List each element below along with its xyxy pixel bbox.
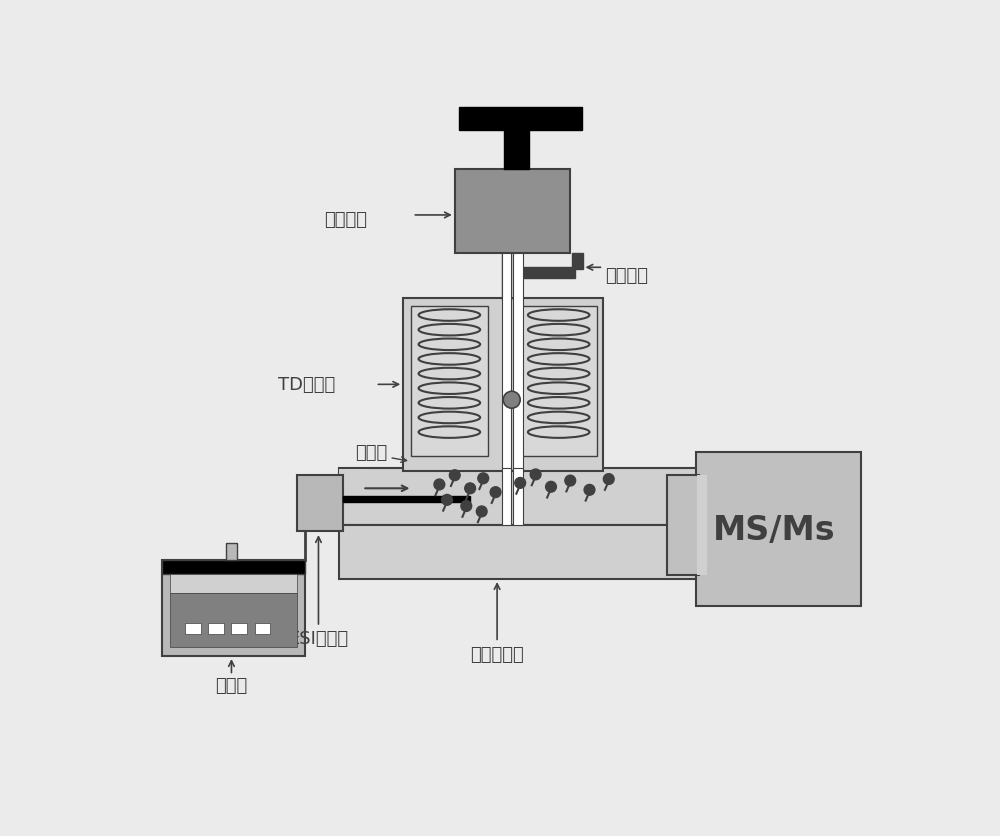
Bar [455, 170, 570, 254]
Bar [226, 543, 237, 560]
Circle shape [476, 507, 487, 517]
Circle shape [530, 470, 541, 480]
Bar [255, 624, 270, 634]
Bar [339, 470, 366, 497]
Circle shape [490, 487, 501, 498]
Bar [502, 468, 511, 526]
Bar [162, 560, 305, 574]
Bar [339, 468, 697, 526]
Bar [513, 254, 521, 300]
Circle shape [584, 485, 595, 496]
Bar [696, 452, 861, 606]
Bar [513, 468, 523, 526]
Text: 玻璃管: 玻璃管 [355, 444, 387, 461]
Circle shape [442, 495, 452, 506]
Bar [343, 497, 470, 502]
Bar [411, 307, 488, 456]
Circle shape [515, 478, 526, 489]
Circle shape [461, 501, 472, 512]
Circle shape [465, 483, 476, 494]
Bar [513, 254, 523, 472]
Bar [459, 108, 582, 131]
Circle shape [603, 474, 614, 485]
Circle shape [478, 473, 489, 484]
Circle shape [434, 480, 445, 490]
Circle shape [546, 482, 556, 492]
Bar [297, 476, 343, 531]
Text: ESI毛细管: ESI毛细管 [288, 630, 349, 648]
Bar [162, 560, 305, 656]
Bar [403, 298, 603, 472]
Bar [231, 624, 247, 634]
Bar [502, 254, 511, 472]
Text: 注射泵: 注射泵 [215, 675, 248, 694]
Text: TD离子源: TD离子源 [278, 376, 335, 394]
Bar [170, 574, 297, 594]
Text: 解吸气体: 解吸气体 [605, 267, 648, 285]
Text: 带电分析物: 带电分析物 [470, 645, 524, 663]
Bar [697, 476, 707, 576]
Bar [572, 254, 583, 269]
Bar [504, 131, 529, 170]
Bar [666, 476, 699, 576]
Bar [520, 307, 597, 456]
Bar [521, 268, 575, 278]
Circle shape [503, 392, 520, 409]
Bar [208, 624, 224, 634]
Bar [170, 594, 297, 647]
Text: 取样探针: 取样探针 [324, 211, 367, 228]
Text: MS/Ms: MS/Ms [713, 513, 836, 546]
Bar [339, 526, 697, 579]
Bar [185, 624, 201, 634]
Bar [502, 254, 510, 300]
Circle shape [449, 470, 460, 481]
Circle shape [565, 476, 576, 487]
